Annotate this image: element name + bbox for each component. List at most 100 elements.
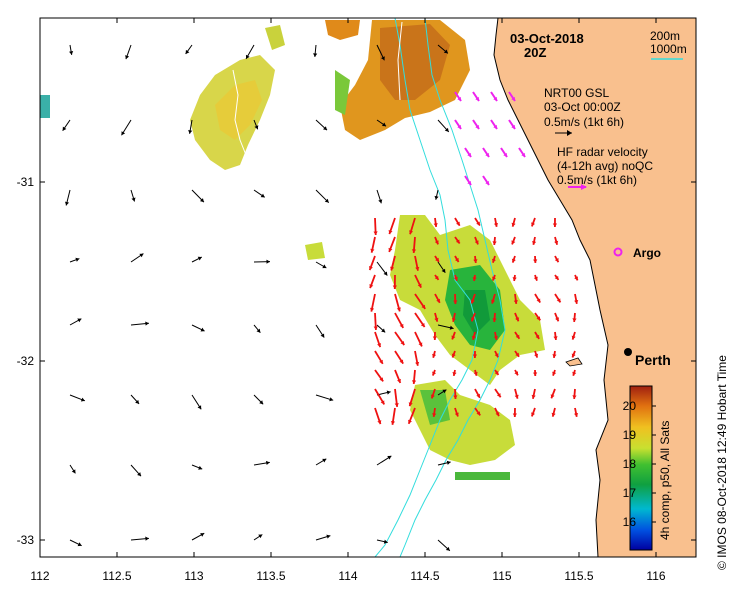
hf-arrow-head: [532, 240, 537, 245]
hf-arrow-head: [390, 266, 395, 271]
gsl-arrow-head: [442, 389, 447, 394]
hf-arrow-head: [473, 371, 478, 376]
gsl-arrow-head: [380, 56, 385, 61]
hf-arrow-head: [531, 394, 536, 399]
hf-arrow-head: [418, 342, 423, 347]
gsl-arrow-head: [197, 256, 202, 261]
hf-arrow-magenta-head: [511, 96, 515, 101]
hf-arrow-head: [430, 394, 435, 399]
colorbar-label: 4h comp, p50, All Sats: [658, 421, 672, 540]
hf-arrow-head: [369, 284, 374, 289]
colorbar-tick-label: 19: [623, 428, 637, 442]
gsl-arrow-head: [323, 126, 328, 131]
gsl-arrow-head: [441, 268, 446, 273]
hf-arrow-head: [433, 223, 438, 227]
rottnest-island: [565, 357, 583, 367]
gsl-arrow-head: [329, 397, 334, 402]
hf-arrow-head: [370, 248, 375, 253]
gsl-arrow-head: [256, 328, 261, 333]
hf-arrow-magenta-head: [493, 96, 497, 101]
gsl-arrow-head: [383, 271, 388, 276]
hf-arrow-head: [435, 257, 439, 262]
hf-arrow-head: [554, 258, 559, 263]
gsl-arrow-head: [80, 397, 85, 402]
sst-patch-small-west: [305, 242, 325, 260]
hf-arrow-magenta-head: [475, 96, 479, 101]
hf-arrow-head: [476, 411, 481, 416]
hf-avg: (4-12h avg) noQC: [557, 159, 653, 173]
plot-frame: [39, 17, 697, 558]
gsl-arrow-head: [383, 539, 388, 544]
hf-arrow-head: [421, 304, 426, 309]
hf-arrow-head: [436, 298, 440, 303]
gsl-arrow-head: [446, 460, 451, 465]
gsl-arrow-head: [69, 51, 74, 55]
hf-arrow-head: [451, 353, 456, 358]
gsl-arrow-head: [71, 469, 76, 474]
hf-arrow-head: [535, 334, 540, 339]
hf-arrow-head: [408, 419, 412, 424]
hf-arrow-head: [511, 222, 516, 227]
hf-arrow-head: [472, 277, 477, 281]
front-line-white: [232, 69, 249, 161]
x-tick-label: 114.5: [410, 569, 439, 583]
hf-arrow-head: [452, 372, 457, 376]
gsl-arrow-head: [444, 127, 449, 132]
hf-arrow-head: [574, 300, 579, 304]
hf-arrow-head: [534, 353, 539, 358]
hf-arrow-head: [379, 377, 384, 382]
hf-arrow-head: [512, 413, 517, 417]
hf-arrow-head: [492, 318, 497, 322]
credit-text: © IMOS 08-Oct-2018 12:49 Hobart Time: [715, 355, 729, 570]
sst-patches: [40, 20, 545, 480]
hf-scale: 0.5m/s (1kt 6h): [557, 173, 637, 187]
hf-arrow-head: [471, 335, 476, 340]
hf-arrow-head: [415, 266, 420, 271]
hf-arrow-head: [571, 335, 576, 340]
hf-arrow-magenta-head: [521, 152, 525, 157]
hf-arrow-head: [550, 394, 555, 399]
hf-arrow-head: [394, 403, 399, 407]
gsl-date: 03-Oct 00:00Z: [544, 100, 621, 114]
hf-arrow-head: [377, 420, 382, 425]
perth-label: Perth: [635, 352, 671, 368]
hf-radar-arrows: [368, 91, 579, 425]
hf-arrow-head: [392, 285, 397, 289]
hf-arrow-head: [451, 317, 456, 322]
gsl-arrow-head: [254, 125, 259, 130]
hf-arrow-head: [417, 283, 422, 288]
depth-legend-200m: 200m: [650, 29, 680, 43]
x-tick-label: 115: [492, 569, 511, 583]
hf-arrow-head: [572, 395, 577, 399]
hf-arrow-head: [373, 231, 378, 235]
hf-arrow-head: [396, 307, 401, 312]
hf-arrow-head: [368, 266, 373, 271]
hf-arrow-head: [432, 371, 437, 376]
hf-arrow-magenta-head: [467, 180, 471, 185]
colorbar: [629, 385, 653, 551]
hf-arrow-head: [531, 412, 536, 417]
gsl-arrow-head: [137, 472, 142, 477]
gsl-arrow-head: [259, 400, 264, 405]
gsl-title: NRT00 GSL: [544, 86, 609, 100]
hf-arrow-head: [531, 222, 536, 227]
hf-arrow-head: [514, 394, 519, 399]
gsl-arrow-head: [200, 533, 205, 537]
sst-patch-south-strip: [455, 472, 510, 480]
hf-arrow-head: [515, 352, 520, 357]
hf-arrow-head: [494, 353, 499, 358]
hf-arrow-head: [476, 393, 480, 398]
hf-title: HF radar velocity: [557, 145, 648, 159]
gsl-arrow-head: [139, 253, 144, 258]
hf-arrow-head: [511, 240, 516, 245]
gsl-arrow-head: [199, 198, 204, 203]
hf-arrow-head: [494, 370, 499, 375]
gsl-arrow-head: [131, 197, 136, 202]
hf-arrow-head: [432, 413, 437, 417]
colorbar-tick-label: 18: [623, 457, 637, 471]
gsl-arrow-head: [381, 328, 386, 333]
hf-arrow-head: [515, 334, 520, 339]
hf-arrow-head: [434, 317, 439, 322]
gsl-arrow-head: [64, 201, 70, 206]
hf-arrow-head: [409, 230, 414, 235]
